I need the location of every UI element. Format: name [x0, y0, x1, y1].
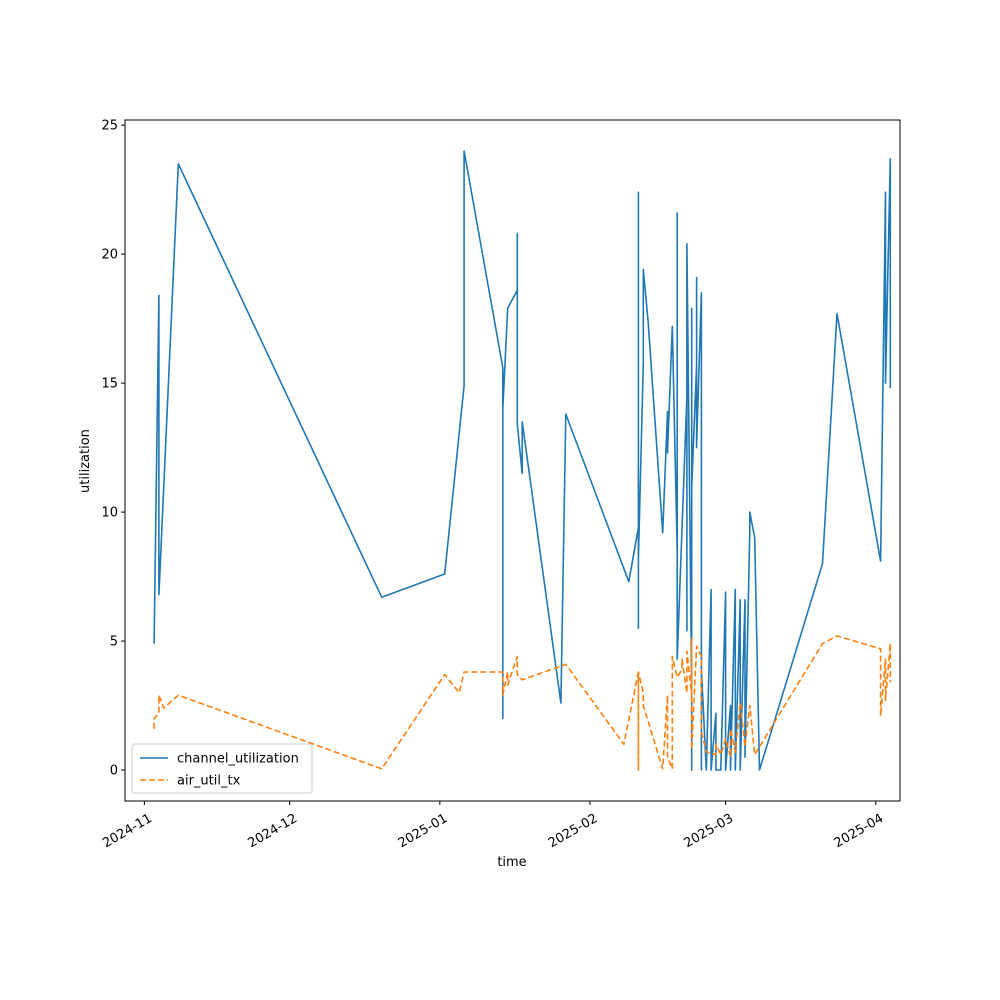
axes-frame [124, 119, 901, 802]
legend-box [131, 743, 313, 794]
y-tick-label: 0 [110, 764, 118, 779]
y-tick-label: 25 [101, 119, 118, 134]
y-tick-label: 5 [110, 635, 118, 650]
y-tick-label: 15 [101, 377, 118, 392]
legend: channel_utilization air_util_tx [131, 743, 313, 794]
series-layer [153, 150, 892, 771]
legend-label: channel_utilization [177, 752, 299, 767]
x-axis-label: time [497, 855, 526, 870]
y-axis: 0 5 10 15 20 25 [101, 119, 125, 779]
series-line-air-util-tx [153, 635, 892, 771]
legend-label: air_util_tx [177, 774, 241, 789]
y-axis-label: utilization [78, 429, 93, 493]
y-tick-label: 10 [101, 506, 118, 521]
y-tick-label: 20 [101, 248, 118, 263]
